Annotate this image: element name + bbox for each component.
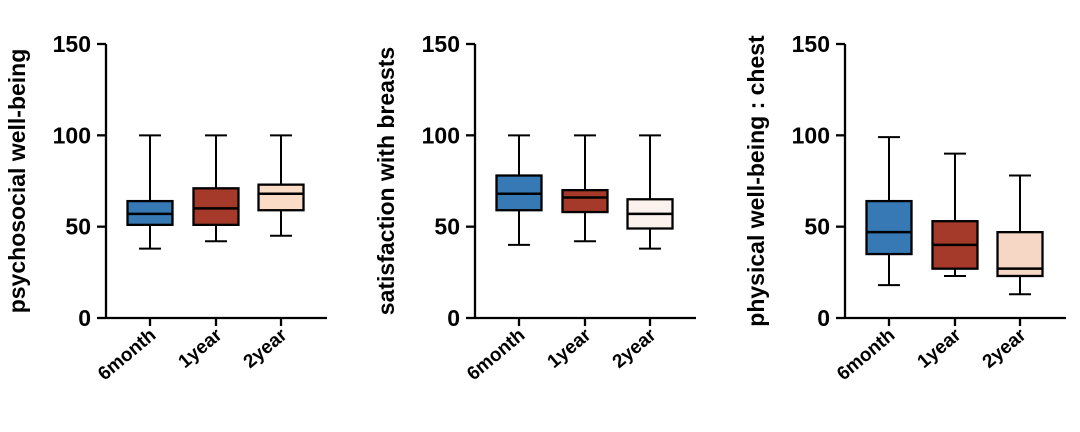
svg-text:150: 150 [421, 31, 459, 57]
svg-text:psychosocial well-being: psychosocial well-being [4, 49, 30, 314]
svg-text:1year: 1year [543, 324, 595, 372]
svg-text:100: 100 [53, 122, 91, 148]
svg-text:100: 100 [421, 122, 459, 148]
svg-text:2year: 2year [240, 324, 292, 372]
svg-text:100: 100 [791, 122, 829, 148]
svg-text:6month: 6month [463, 325, 529, 385]
svg-text:50: 50 [804, 214, 830, 240]
svg-text:satisfaction with breasts: satisfaction with breasts [373, 47, 399, 315]
svg-text:50: 50 [434, 214, 460, 240]
svg-text:0: 0 [817, 305, 830, 331]
svg-text:150: 150 [791, 31, 829, 57]
svg-text:1year: 1year [175, 324, 227, 372]
svg-text:physical well-being : chest: physical well-being : chest [743, 35, 769, 327]
svg-text:150: 150 [53, 31, 91, 57]
svg-text:50: 50 [65, 214, 91, 240]
svg-text:6month: 6month [833, 325, 899, 385]
svg-text:2year: 2year [978, 324, 1030, 372]
svg-text:0: 0 [78, 305, 91, 331]
svg-text:6month: 6month [94, 325, 160, 385]
svg-text:2year: 2year [608, 324, 660, 372]
svg-text:1year: 1year [913, 324, 965, 372]
svg-text:0: 0 [447, 305, 460, 331]
